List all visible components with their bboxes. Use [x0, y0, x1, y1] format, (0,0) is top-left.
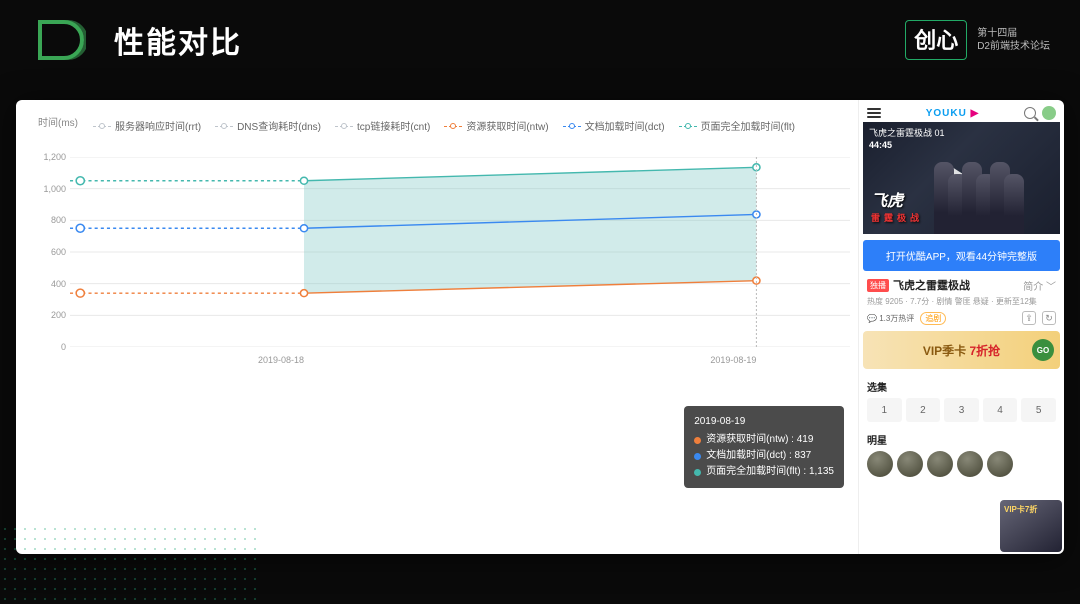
slide-title: 性能对比: [114, 18, 242, 62]
search-icon[interactable]: [1024, 107, 1036, 119]
star-avatar[interactable]: [957, 451, 983, 477]
legend-item-ntw[interactable]: 资源获取时间(ntw): [444, 118, 548, 133]
vip-banner[interactable]: VIP季卡 7折抢 GO: [863, 331, 1060, 369]
episode-4[interactable]: 4: [983, 398, 1018, 422]
legend-item-cnt[interactable]: tcp链接耗时(cnt): [335, 118, 430, 133]
show-meta: 热度 9205 · 7.7分 · 剧情 警匪 悬疑 · 更新至12集: [867, 296, 1056, 307]
video-player[interactable]: 飞虎之雷霆极战 01 44:45 飞虎雷霆极战: [863, 122, 1060, 234]
open-app-button[interactable]: 打开优酷APP，观看44分钟完整版: [863, 240, 1060, 271]
legend-item-dns[interactable]: DNS查询耗时(dns): [215, 118, 321, 133]
brand-chuangxin: 创心: [905, 20, 967, 60]
hamburger-icon[interactable]: [867, 108, 881, 118]
content-card: 时间(ms) 服务器响应时间(rrt) DNS查询耗时(dns) tcp链接耗时(c…: [16, 100, 1064, 554]
show-title: 飞虎之雷霆极战: [893, 277, 1019, 293]
section-stars: 明星: [863, 428, 1060, 451]
refresh-icon[interactable]: ↻: [1042, 311, 1056, 325]
legend-item-flt[interactable]: 页面完全加载时间(flt): [679, 118, 795, 133]
legend-item-rrt[interactable]: 服务器响应时间(rrt): [93, 118, 201, 133]
episode-1[interactable]: 1: [867, 398, 902, 422]
y-axis-title: 时间(ms): [38, 114, 78, 129]
comment-count[interactable]: 💬 1.3万热评: [867, 313, 914, 324]
slide-header: 性能对比 创心 第十四届 D2前端技术论坛: [0, 0, 1080, 72]
detail-dropdown[interactable]: 简介 ﹀: [1023, 278, 1056, 293]
star-avatar[interactable]: [987, 451, 1013, 477]
share-icon[interactable]: ⇪: [1022, 311, 1036, 325]
exclusive-badge: 独播: [867, 279, 889, 292]
corner-promo[interactable]: [1000, 500, 1062, 552]
chart-legend: 服务器响应时间(rrt) DNS查询耗时(dns) tcp链接耗时(cnt) 资源获取…: [38, 118, 850, 133]
avatar-icon[interactable]: [1042, 106, 1056, 120]
star-avatar[interactable]: [867, 451, 893, 477]
star-avatar[interactable]: [897, 451, 923, 477]
legend-item-dct[interactable]: 文档加载时间(dct): [563, 118, 665, 133]
youku-logo: YOUKU ▶: [926, 108, 980, 119]
chart-tooltip: 2019-08-19 资源获取时间(ntw) : 419文档加载时间(dct) …: [684, 406, 844, 488]
brand-subtitle: 第十四届 D2前端技术论坛: [977, 27, 1050, 53]
tooltip-date: 2019-08-19: [694, 414, 834, 430]
chart-plot: 02004006008001,0001,200: [70, 157, 850, 347]
follow-tag[interactable]: 追剧: [920, 312, 946, 325]
chart-zone: 时间(ms) 服务器响应时间(rrt) DNS查询耗时(dns) tcp链接耗时(c…: [16, 100, 858, 554]
star-list: [863, 451, 1060, 477]
decorative-dots: [0, 524, 260, 604]
episode-list: 12345: [863, 398, 1060, 428]
video-duration: 44:45: [869, 140, 892, 150]
section-episodes: 选集: [863, 375, 1060, 398]
vip-go-button[interactable]: GO: [1032, 339, 1054, 361]
episode-3[interactable]: 3: [944, 398, 979, 422]
video-title: 飞虎之雷霆极战 01: [869, 126, 945, 139]
x-axis-labels: 2019-08-182019-08-19: [38, 355, 850, 365]
star-avatar[interactable]: [927, 451, 953, 477]
episode-2[interactable]: 2: [906, 398, 941, 422]
poster-logo: 飞虎雷霆极战: [871, 187, 923, 224]
mobile-preview: YOUKU ▶ 飞虎之雷霆极战 01 44:45 飞虎雷霆极战 打开优酷APP，…: [858, 100, 1064, 554]
episode-5[interactable]: 5: [1021, 398, 1056, 422]
d2-logo: [38, 20, 86, 60]
